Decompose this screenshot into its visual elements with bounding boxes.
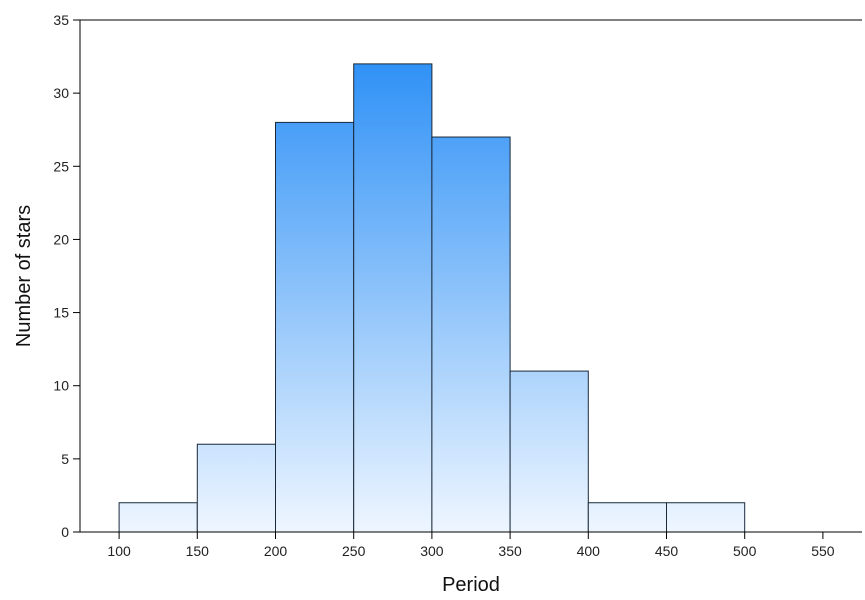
y-tick-label-10: 10 <box>53 378 69 394</box>
x-tick-label-300: 300 <box>420 543 444 559</box>
x-tick-label-550: 550 <box>811 543 835 559</box>
bars-group <box>118 63 746 533</box>
x-tick-label-350: 350 <box>498 543 522 559</box>
histogram-bar-350-400 <box>509 370 589 533</box>
x-tick-label-100: 100 <box>107 543 131 559</box>
histogram-bar-450-500 <box>666 502 746 533</box>
y-axis-title: Number of stars <box>13 205 35 347</box>
x-tick-label-250: 250 <box>342 543 366 559</box>
histogram-bar-200-250 <box>275 121 355 533</box>
ticks-group: 0 5 10 15 20 25 30 35 100 150 200 250 300 350 400 450 50… <box>53 12 834 559</box>
x-tick-label-500: 500 <box>733 543 757 559</box>
histogram-bar-100-150 <box>118 502 198 533</box>
histogram-bar-400-450 <box>587 502 667 533</box>
histogram-bar-300-350 <box>431 136 511 533</box>
y-tick-label-30: 30 <box>53 85 69 101</box>
axes-group <box>79 19 862 533</box>
x-tick-label-200: 200 <box>264 543 288 559</box>
y-tick-label-25: 25 <box>53 158 69 174</box>
y-tick-label-15: 15 <box>53 305 69 321</box>
y-tick-label-0: 0 <box>61 524 69 540</box>
y-tick-label-20: 20 <box>53 231 69 247</box>
x-axis-title: Period <box>442 574 500 596</box>
y-tick-label-5: 5 <box>61 451 69 467</box>
histogram-bar-150-200 <box>196 443 276 533</box>
histogram-bar-250-300 <box>353 63 433 533</box>
x-tick-label-150: 150 <box>186 543 210 559</box>
x-tick-label-400: 400 <box>577 543 601 559</box>
x-tick-label-450: 450 <box>655 543 679 559</box>
y-tick-label-35: 35 <box>53 12 69 28</box>
